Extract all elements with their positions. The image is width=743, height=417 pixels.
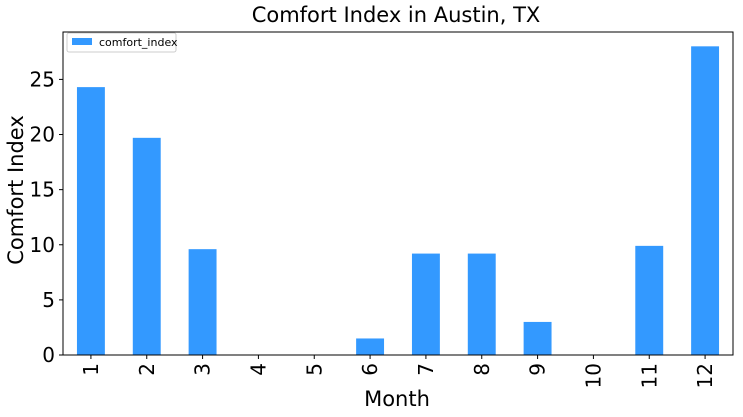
bar-month-6 [356,338,385,355]
bar-month-11 [635,245,664,355]
legend: comfort_index [66,32,178,53]
legend-box [66,32,177,53]
bar-month-8 [467,253,496,355]
y-axis-label: Comfort Index [4,115,28,265]
y-tick-label: 0 [42,343,55,367]
x-tick-label: 11 [637,363,661,388]
y-tick-label: 25 [30,67,55,91]
bar-month-2 [132,137,161,355]
bar-month-1 [76,87,105,356]
y-tick-label: 20 [30,123,55,147]
x-tick-label: 9 [526,363,550,376]
y-tick-label: 10 [30,233,55,257]
y-tick-label: 5 [42,288,55,312]
x-tick-label: 5 [302,363,326,376]
x-tick-label: 2 [135,363,159,376]
bar-month-9 [523,321,552,355]
x-tick-label: 8 [470,363,494,376]
x-tick-label: 10 [581,363,605,388]
legend-label-comfort-index: comfort_index [99,36,178,49]
legend-swatch-comfort-index [72,38,92,45]
x-axis-ticks: 1 2 3 4 5 6 7 8 9 10 11 12 [79,355,717,388]
bar-month-12 [691,46,720,356]
x-axis-label: Month [364,387,430,411]
x-tick-label: 7 [414,363,438,376]
bar-month-3 [188,249,217,355]
x-tick-label: 12 [693,363,717,388]
y-tick-label: 15 [30,178,55,202]
bars-group [76,46,720,356]
plot-frame [62,31,734,356]
bar-month-7 [411,253,440,355]
chart-title: Comfort Index in Austin, TX [252,3,541,27]
x-tick-label: 6 [358,363,382,376]
x-tick-label: 1 [79,363,103,376]
x-tick-label: 3 [191,363,215,376]
x-tick-label: 4 [246,363,270,376]
y-axis-ticks: 0 5 10 15 20 25 [30,67,63,367]
